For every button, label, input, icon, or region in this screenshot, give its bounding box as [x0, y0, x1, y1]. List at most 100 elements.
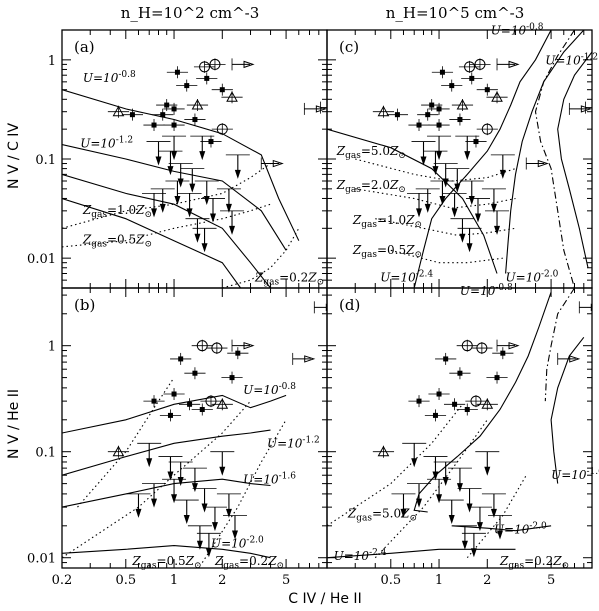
data-point-filled — [235, 350, 241, 356]
upper-limit-arrow — [490, 508, 497, 518]
data-point-open-triangle — [112, 105, 125, 117]
upper-limit-arrow — [211, 522, 218, 532]
upper-limit-arrow — [442, 476, 449, 486]
data-point-filled — [229, 375, 235, 381]
data-point-open-triangle — [491, 91, 503, 102]
lower-limit-arrow — [590, 303, 592, 312]
x-tick-label: 5 — [547, 573, 555, 588]
y-tick-label-bottom: 1 — [48, 340, 56, 355]
upper-limit-arrow — [454, 183, 461, 193]
lower-limit-arrow — [508, 341, 520, 350]
model-label: U=10-0.8 — [491, 23, 544, 38]
data-point-filled — [494, 375, 500, 381]
lower-limit-arrow — [304, 355, 316, 363]
model-curve — [390, 249, 503, 264]
upper-limit-arrow — [420, 156, 427, 166]
upper-limit-arrow — [436, 151, 443, 161]
upper-limit-arrow — [146, 458, 153, 468]
y-tick-label-bottom: 0.01 — [27, 552, 56, 567]
upper-limit-arrow — [167, 166, 174, 176]
upper-limit-arrow — [194, 233, 201, 243]
model-curve — [451, 525, 552, 532]
lower-limit-arrow — [537, 159, 549, 168]
upper-limit-arrow — [474, 213, 481, 223]
upper-limit-arrow — [183, 515, 190, 525]
model-curve — [327, 403, 463, 527]
data-point-filled — [473, 139, 479, 145]
data-point-filled — [160, 112, 166, 118]
upper-limit-arrow — [225, 508, 232, 518]
x-axis-label: C IV / He II — [288, 591, 361, 607]
y-tick-label-top: 1 — [48, 54, 56, 69]
data-point-filled — [171, 106, 177, 112]
upper-limit-arrow — [135, 508, 142, 518]
panel-label-a: (a) — [74, 38, 95, 56]
upper-limit-arrow — [205, 548, 212, 558]
model-label: U=10-2.4 — [334, 548, 387, 563]
data-point-filled — [439, 69, 445, 75]
data-point-open-circle — [209, 58, 221, 70]
model-curve — [62, 429, 271, 476]
data-point-filled — [171, 122, 177, 128]
upper-limit-arrow — [436, 494, 443, 504]
upper-limit-arrow — [468, 195, 475, 205]
data-point-filled — [429, 102, 435, 108]
upper-limit-arrow — [416, 208, 423, 218]
x-tick-label: 2 — [218, 573, 226, 588]
column-title-right: n_H=10^5 cm^-3 — [386, 4, 525, 22]
panel-label-b: (b) — [74, 296, 95, 314]
upper-limit-arrow — [400, 508, 407, 518]
data-point-open-triangle — [226, 91, 238, 102]
model-label: Zgas=0.5Z⊙ — [352, 243, 422, 260]
model-curve — [62, 545, 271, 559]
model-label: Zgas=1.0Z⊙ — [352, 213, 422, 230]
upper-limit-arrow — [186, 208, 193, 218]
y-tick-label-top: 0.01 — [27, 252, 56, 267]
panel-models-b — [62, 377, 287, 563]
data-point-filled — [452, 401, 458, 407]
model-curve — [534, 30, 576, 288]
upper-limit-arrow — [177, 476, 184, 486]
upper-limit-arrow — [484, 466, 491, 476]
model-label: Zgas=0.5Z⊙ — [82, 233, 152, 250]
model-curve — [201, 419, 287, 563]
obs-group-d — [372, 301, 592, 558]
panel-models-a — [62, 89, 300, 288]
data-point-filled — [436, 106, 442, 112]
model-curve — [62, 143, 287, 251]
data-point-open-triangle — [481, 398, 494, 409]
data-point-open-triangle — [377, 445, 390, 457]
model-curve — [557, 51, 592, 268]
model-label: Zgas=0.2Z⊙ — [499, 554, 569, 571]
data-point-filled — [457, 370, 463, 376]
upper-limit-arrow — [490, 203, 497, 213]
obs-group-a — [107, 58, 327, 253]
data-point-open-circle — [470, 395, 482, 407]
upper-limit-arrow — [439, 195, 446, 205]
upper-limit-arrow — [416, 498, 423, 508]
model-curve — [466, 474, 527, 559]
model-label: U=10-1.2 — [80, 136, 133, 151]
panel-models-c — [327, 30, 592, 288]
panel-label-c: (c) — [339, 38, 359, 56]
model-label: Zgas=0.2Z⊙ — [214, 554, 284, 571]
obs-group-c — [372, 58, 592, 253]
upper-limit-arrow — [201, 243, 208, 253]
lower-limit-arrow — [243, 60, 255, 69]
data-point-filled — [151, 398, 157, 404]
model-curve — [62, 394, 287, 434]
data-point-filled — [151, 122, 157, 128]
lower-limit-arrow — [243, 341, 255, 350]
upper-limit-arrow — [229, 225, 236, 235]
model-label: U=10-1.6 — [551, 467, 599, 482]
data-point-filled — [500, 350, 506, 356]
model-curve — [327, 548, 516, 559]
model-label: Zgas=5.0Z⊙ — [347, 506, 417, 523]
column-title-left: n_H=10^2 cm^-3 — [121, 4, 260, 22]
x-tick-label: 0.5 — [380, 573, 401, 588]
data-point-filled — [178, 356, 184, 362]
upper-limit-arrow — [234, 169, 241, 179]
data-point-open-circle — [474, 58, 486, 70]
